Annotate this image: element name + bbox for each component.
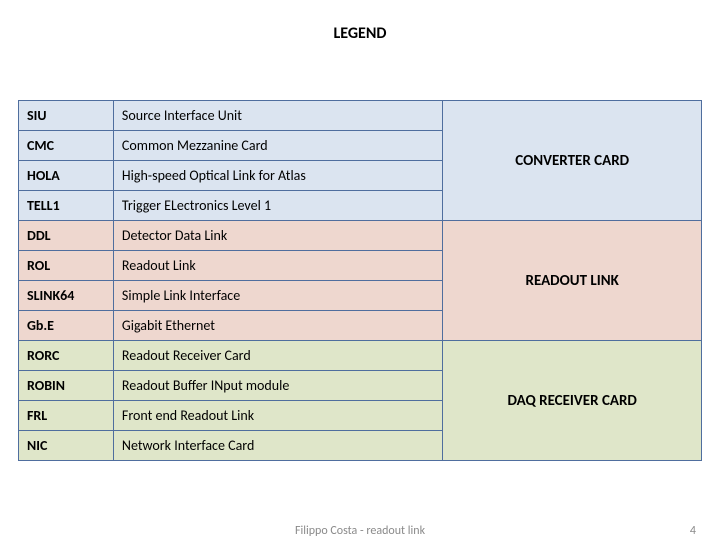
footer-page: 4 <box>690 524 696 538</box>
acronym-cell: CMC <box>19 131 114 161</box>
acronym-cell: FRL <box>19 401 114 431</box>
description-cell: High-speed Optical Link for Atlas <box>113 161 442 191</box>
legend-table: SIUSource Interface UnitCONVERTER CARDCM… <box>18 100 702 461</box>
description-cell: Front end Readout Link <box>113 401 442 431</box>
acronym-cell: HOLA <box>19 161 114 191</box>
description-cell: Readout Buffer INput module <box>113 371 442 401</box>
description-cell: Simple Link Interface <box>113 281 442 311</box>
description-cell: Source Interface Unit <box>113 101 442 131</box>
description-cell: Detector Data Link <box>113 221 442 251</box>
description-cell: Trigger ELectronics Level 1 <box>113 191 442 221</box>
footer-author: Filippo Costa - readout link <box>295 524 425 538</box>
group-label-cell: DAQ RECEIVER CARD <box>443 341 702 461</box>
acronym-cell: RORC <box>19 341 114 371</box>
group-label-cell: CONVERTER CARD <box>443 101 702 221</box>
description-cell: Gigabit Ethernet <box>113 311 442 341</box>
acronym-cell: DDL <box>19 221 114 251</box>
description-cell: Readout Link <box>113 251 442 281</box>
page-title: LEGEND <box>0 0 720 43</box>
table-row: RORCReadout Receiver CardDAQ RECEIVER CA… <box>19 341 702 371</box>
description-cell: Network Interface Card <box>113 431 442 461</box>
table-row: SIUSource Interface UnitCONVERTER CARD <box>19 101 702 131</box>
acronym-cell: SIU <box>19 101 114 131</box>
acronym-cell: ROL <box>19 251 114 281</box>
acronym-cell: NIC <box>19 431 114 461</box>
description-cell: Readout Receiver Card <box>113 341 442 371</box>
legend-table-wrap: SIUSource Interface UnitCONVERTER CARDCM… <box>18 100 702 461</box>
acronym-cell: SLINK64 <box>19 281 114 311</box>
acronym-cell: TELL1 <box>19 191 114 221</box>
group-label-cell: READOUT LINK <box>443 221 702 341</box>
table-row: DDLDetector Data LinkREADOUT LINK <box>19 221 702 251</box>
description-cell: Common Mezzanine Card <box>113 131 442 161</box>
acronym-cell: ROBIN <box>19 371 114 401</box>
acronym-cell: Gb.E <box>19 311 114 341</box>
